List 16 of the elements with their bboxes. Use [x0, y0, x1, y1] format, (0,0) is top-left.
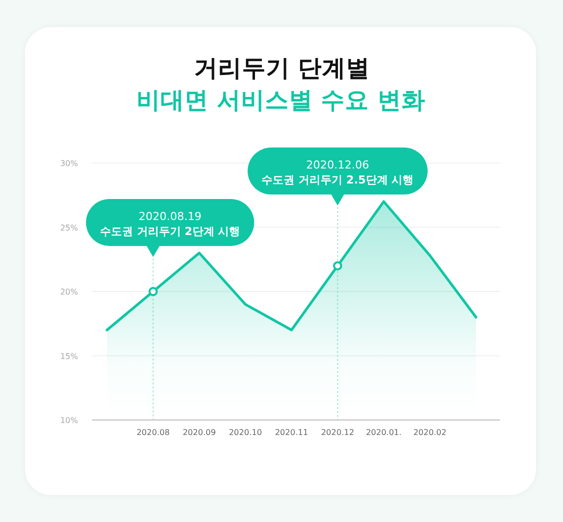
- y-tick-label: 20%: [60, 288, 78, 296]
- x-tick-label: 2020.01.: [366, 428, 402, 437]
- x-tick-label: 2020.09: [182, 428, 216, 437]
- y-tick-label: 30%: [60, 159, 78, 168]
- ref-line-label: 2020.08.19 수도권 거리두기 2단계 시행: [100, 210, 240, 238]
- x-tick-label: 2020.02: [413, 428, 446, 437]
- x-tick-label: 2020.11: [274, 428, 308, 437]
- x-tick-label: 2020.08: [136, 428, 170, 437]
- chart-title: 거리두기 단계별: [194, 54, 370, 82]
- x-tick-label: 2020.10: [228, 428, 262, 437]
- x-tick-label: 2020.12: [321, 428, 354, 437]
- y-tick-label: 15%: [60, 352, 78, 361]
- ref-line-label: 2020.12.06 수도권 거리두기 2.5단계 시행: [262, 158, 414, 187]
- y-tick-label: 25%: [60, 223, 78, 232]
- y-tick-label: 10%: [60, 416, 78, 425]
- chart-subtitle: 비대면 서비스별 수요 변화: [136, 86, 426, 114]
